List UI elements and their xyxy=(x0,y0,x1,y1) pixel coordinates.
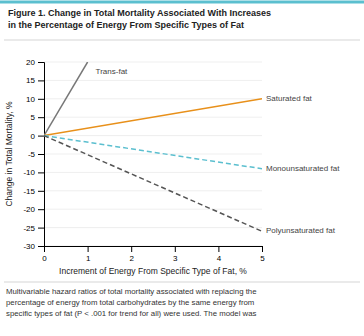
caption: Multivariable hazard ratios of total mor… xyxy=(6,287,257,318)
grid-line xyxy=(44,98,262,99)
grid-line xyxy=(44,154,262,155)
tick-label: -30 xyxy=(23,242,35,251)
tick: -10 xyxy=(23,168,44,177)
tick: -5 xyxy=(28,150,44,159)
tick: -15 xyxy=(23,187,44,196)
axis-line xyxy=(38,63,45,247)
top-border xyxy=(0,1,364,4)
tick-mark xyxy=(38,154,44,155)
grid-line xyxy=(44,190,262,191)
series-line xyxy=(44,136,262,232)
grid-line xyxy=(44,227,262,228)
grid-line xyxy=(44,172,262,173)
caption-line: specific types of fat (P < .001 for tren… xyxy=(6,309,257,318)
tick: 4 xyxy=(217,246,222,263)
axis-line xyxy=(45,247,263,253)
tick-mark xyxy=(38,117,44,118)
chart: Figure 1. Change in Total Mortality Asso… xyxy=(0,0,364,336)
tick-mark xyxy=(38,99,44,100)
line-label: Monounsaturated fat xyxy=(266,164,340,173)
tick-label: 2 xyxy=(129,254,134,263)
tick-mark xyxy=(38,172,44,173)
tick-mark xyxy=(38,191,44,192)
line-label: Polyunsaturated fat xyxy=(266,226,336,235)
tick-mark xyxy=(131,246,132,252)
tick-label: 20 xyxy=(26,58,35,67)
tick-label: 5 xyxy=(260,254,265,263)
tick: 15 xyxy=(26,76,44,85)
caption-line: Multivariable hazard ratios of total mor… xyxy=(6,287,257,296)
separator xyxy=(4,40,360,41)
line-label: Saturated fat xyxy=(266,94,313,103)
title-line: Figure 1. Change in Total Mortality Asso… xyxy=(8,8,271,18)
tick-label: -25 xyxy=(23,224,35,233)
series-line xyxy=(44,99,262,136)
tick-label: 15 xyxy=(26,76,35,85)
caption-line: percentage of energy from total carbohyd… xyxy=(6,298,254,307)
title-line: in the Percentage of Energy From Specifi… xyxy=(8,20,244,30)
tick-label: 3 xyxy=(173,254,178,263)
tick: -25 xyxy=(23,224,44,233)
tick-mark xyxy=(38,228,44,229)
grid-line xyxy=(44,62,262,63)
tick-label: 4 xyxy=(217,254,222,263)
tick-label: -10 xyxy=(23,168,35,177)
tick-label: 5 xyxy=(31,113,36,122)
separator xyxy=(4,282,360,283)
tick-mark xyxy=(88,246,89,252)
title: Figure 1. Change in Total Mortality Asso… xyxy=(8,8,271,30)
tick: 20 xyxy=(26,58,44,67)
tick: 10 xyxy=(26,95,44,104)
tick-label: 0 xyxy=(31,132,36,141)
tick-label: -20 xyxy=(23,205,35,214)
tick-label: 1 xyxy=(86,254,91,263)
tick-mark xyxy=(218,246,219,252)
tick: 5 xyxy=(31,113,44,122)
tick-label: -5 xyxy=(28,150,36,159)
tick: 0 xyxy=(42,246,47,263)
tick: 3 xyxy=(173,246,178,263)
tick-label: 10 xyxy=(26,95,35,104)
tick-mark xyxy=(38,246,44,247)
series-line xyxy=(44,136,262,169)
x-axis: 0 1 2 3 4 5 xyxy=(42,246,265,263)
tick-mark xyxy=(38,136,44,137)
grid-line xyxy=(44,135,262,136)
tick-label: 0 xyxy=(42,254,47,263)
x-axis-label: Increment of Energy From Specific Type o… xyxy=(59,266,247,276)
tick: 1 xyxy=(86,246,91,263)
tick-mark xyxy=(38,80,44,81)
y-axis: -30 -25 -20 -15 -10 -5 0 5 10 15 20 xyxy=(23,58,44,251)
tick-mark xyxy=(175,246,176,252)
tick-label: -15 xyxy=(23,187,35,196)
tick: -20 xyxy=(23,205,44,214)
tick: 5 xyxy=(260,246,265,263)
tick: -30 xyxy=(23,242,44,251)
tick: 2 xyxy=(129,246,134,263)
y-axis-label: Change in Total Mortality, % xyxy=(4,101,14,206)
series-line xyxy=(44,62,88,136)
line-labels: Trans-fat Saturated fat Monounsaturated fa… xyxy=(96,67,341,235)
lines xyxy=(44,62,262,231)
grid xyxy=(44,62,262,246)
tick: 0 xyxy=(31,132,44,141)
line-label: Trans-fat xyxy=(96,67,128,76)
grid-line xyxy=(44,209,262,210)
tick-mark xyxy=(38,62,44,63)
tick-mark xyxy=(38,209,44,210)
tick-mark xyxy=(262,246,263,252)
